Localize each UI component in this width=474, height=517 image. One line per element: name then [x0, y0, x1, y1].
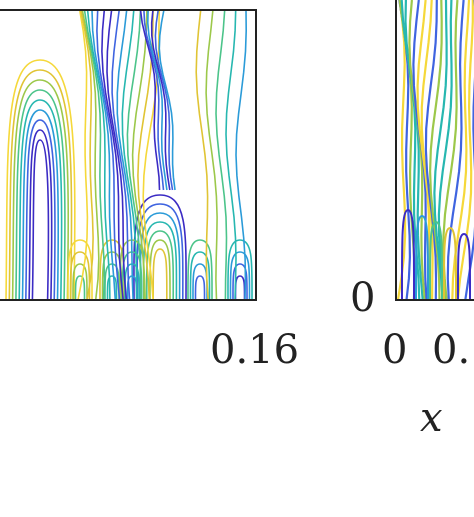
- contour-line: [143, 10, 165, 191]
- contour-line: [106, 275, 118, 300]
- contour-line: [83, 10, 106, 300]
- left-contour-plot: [5, 10, 253, 300]
- contour-line: [420, 0, 434, 300]
- contour-line: [234, 275, 246, 300]
- contour-line: [86, 10, 111, 300]
- contour-line: [205, 10, 218, 300]
- contour-line: [121, 10, 138, 300]
- contour-line: [446, 0, 465, 300]
- contour-line: [111, 10, 131, 300]
- contour-line: [15, 89, 66, 300]
- contour-line: [11, 79, 70, 300]
- contour-line: [225, 10, 237, 300]
- contour-line: [158, 10, 176, 191]
- contour-line: [21, 109, 60, 300]
- contour-line: [146, 10, 168, 191]
- contour-line: [428, 0, 443, 300]
- contour-line: [229, 251, 251, 300]
- contour-line: [8, 69, 73, 300]
- contour-line: [232, 263, 248, 300]
- contour-line: [396, 0, 407, 300]
- contour-line: [77, 10, 89, 300]
- contour-line: [5, 59, 76, 300]
- contour-line: [404, 0, 424, 300]
- contour-line: [139, 10, 161, 191]
- contour-line: [424, 0, 438, 300]
- contour-line: [31, 139, 50, 300]
- contour-line: [131, 10, 148, 300]
- contour-line: [215, 10, 228, 300]
- contour-line: [18, 99, 63, 300]
- contour-line: [81, 10, 100, 300]
- contour-line: [96, 10, 121, 300]
- contour-line: [154, 10, 174, 191]
- contour-line: [437, 0, 453, 300]
- contour-line: [72, 263, 88, 300]
- contour-line: [74, 275, 86, 300]
- contour-line: [442, 0, 459, 300]
- contour-line: [69, 251, 91, 300]
- contour-line: [152, 248, 168, 300]
- contour-line: [442, 226, 458, 300]
- contour-line: [80, 10, 94, 300]
- contour-line: [464, 0, 474, 300]
- contour-line: [456, 0, 474, 300]
- right-x-axis-label: x: [420, 395, 443, 441]
- contour-line: [456, 232, 472, 300]
- right-x-tick-label-1: 0.: [432, 327, 471, 373]
- right-contour-plot: [396, 0, 474, 300]
- left-plot-frame: [0, 9, 257, 301]
- contour-line: [28, 129, 53, 300]
- left-x-tick-label: 0.16: [210, 327, 300, 373]
- contour-line: [187, 239, 213, 300]
- right-y-tick-label: 0: [350, 275, 376, 321]
- contour-line: [106, 10, 128, 300]
- contour-line: [189, 251, 211, 300]
- contour-line: [400, 208, 416, 300]
- contour-line: [136, 203, 184, 300]
- contour-line: [227, 239, 253, 300]
- contour-line: [433, 0, 448, 300]
- contour-line: [126, 10, 142, 300]
- contour-line: [414, 214, 430, 300]
- right-x-tick-label-0: 0: [382, 327, 408, 373]
- contour-line: [25, 119, 56, 300]
- contour-line: [116, 10, 134, 300]
- right-plot-frame: [395, 0, 474, 301]
- contour-line: [91, 10, 117, 300]
- contour-line: [195, 10, 209, 300]
- contour-line: [150, 10, 171, 191]
- contour-line: [101, 10, 124, 300]
- contour-line: [194, 275, 206, 300]
- contour-line: [235, 10, 248, 300]
- contour-line: [133, 194, 187, 300]
- contour-line: [428, 220, 444, 300]
